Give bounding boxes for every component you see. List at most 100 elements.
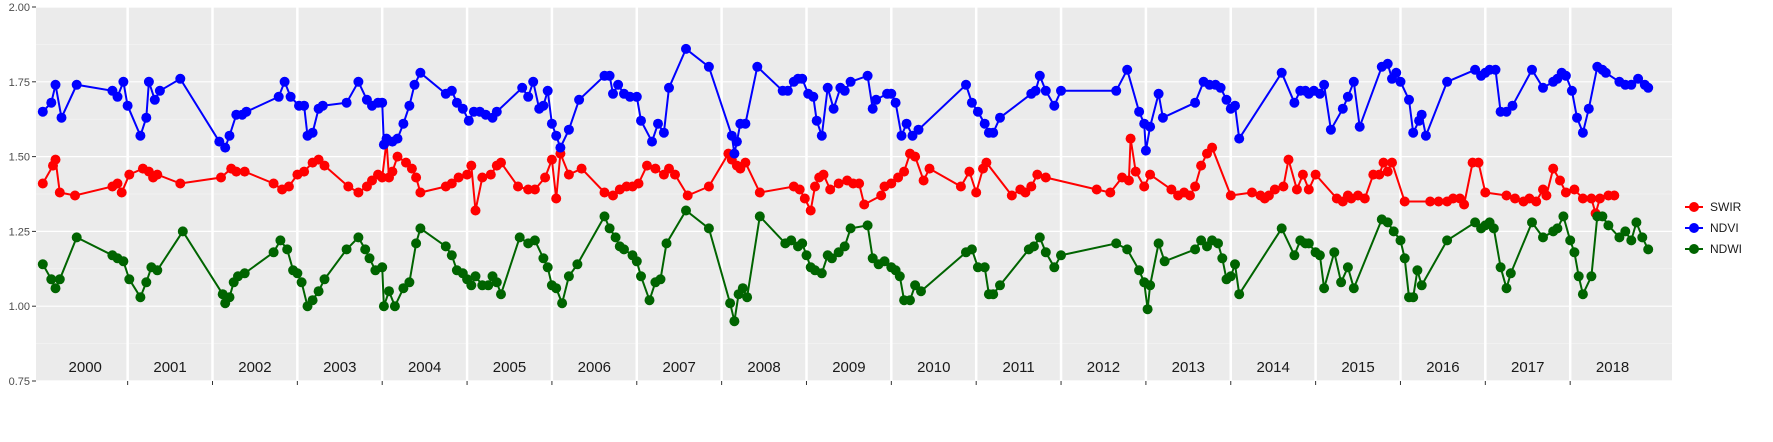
- year-label: 2007: [663, 359, 696, 376]
- ndwi-point: [404, 277, 415, 288]
- ndwi-point: [1142, 304, 1153, 315]
- legend-key-point: [1689, 223, 1699, 233]
- ndvi-point: [341, 97, 352, 108]
- ndvi-point: [1049, 100, 1060, 111]
- ndwi-point: [786, 235, 797, 246]
- ndwi-point: [604, 223, 615, 234]
- ndvi-point: [608, 88, 618, 99]
- swir-point: [446, 178, 457, 189]
- ndvi-point: [1289, 97, 1300, 108]
- ndvi-point: [563, 124, 574, 135]
- ndvi-point: [377, 97, 388, 108]
- year-label: 2018: [1596, 359, 1629, 376]
- ndvi-point: [703, 61, 714, 72]
- swir-point: [1105, 187, 1116, 198]
- year-label: 2000: [69, 359, 102, 376]
- swir-point: [1459, 199, 1470, 210]
- ndwi-point: [529, 235, 540, 246]
- ndvi-point: [1190, 97, 1201, 108]
- ndwi-point: [816, 268, 827, 279]
- ndvi-point: [1507, 100, 1518, 111]
- swir-point: [1569, 184, 1580, 195]
- ndwi-point: [446, 250, 457, 261]
- swir-point: [1541, 190, 1552, 201]
- swir-point: [799, 193, 810, 204]
- ndvi-point: [143, 76, 154, 87]
- swir-point: [1555, 175, 1565, 186]
- ndwi-point: [655, 274, 666, 285]
- ndwi-point: [275, 235, 286, 246]
- ndwi-point: [491, 277, 502, 288]
- swir-point: [1297, 169, 1308, 180]
- swir-point: [1006, 190, 1017, 201]
- swir-point: [833, 178, 844, 189]
- ndwi-point: [496, 289, 506, 300]
- swir-point: [1196, 160, 1207, 171]
- ndvi-line: [42, 47, 1649, 154]
- ndvi-point: [839, 85, 850, 96]
- ndwi-point: [1569, 247, 1580, 258]
- year-label: 2017: [1511, 359, 1544, 376]
- ndwi-point: [845, 223, 856, 234]
- ndwi-point: [1637, 232, 1648, 243]
- ndvi-point: [1122, 64, 1133, 75]
- ndvi-point: [1221, 94, 1232, 105]
- ndvi-point: [1404, 94, 1414, 105]
- ndwi-point: [1153, 238, 1164, 249]
- ndwi-point: [1028, 241, 1039, 252]
- ndwi-point: [1412, 265, 1423, 276]
- swir-point: [1510, 193, 1520, 204]
- ndwi-point: [1314, 250, 1325, 261]
- ndvi-point: [782, 85, 793, 96]
- ndvi-point: [681, 43, 691, 54]
- ndwi-point: [470, 271, 481, 282]
- series-swir: [37, 133, 1620, 219]
- ndwi-point: [1190, 244, 1201, 255]
- year-label: 2004: [408, 359, 441, 376]
- ndwi-point: [619, 244, 629, 255]
- swir-point: [152, 169, 163, 180]
- ndvi-point: [1395, 76, 1406, 87]
- ndwi-point: [1577, 289, 1588, 300]
- year-label: 2013: [1172, 359, 1205, 376]
- ndvi-point: [972, 106, 983, 117]
- ndvi-point: [1234, 133, 1245, 144]
- ndvi-point: [141, 112, 152, 123]
- swir-point: [964, 166, 975, 177]
- y-axis: 0.75 1.00 1.25 1.50 1.75 2.00: [9, 2, 36, 388]
- swir-point: [1399, 196, 1410, 207]
- swir-point: [470, 205, 481, 216]
- ndvi-point: [71, 79, 82, 90]
- swir-point: [1382, 166, 1393, 177]
- year-label: 2003: [323, 359, 356, 376]
- ndwi-point: [71, 232, 82, 243]
- ndvi-point: [220, 142, 231, 153]
- ndwi-point: [1213, 238, 1223, 249]
- y-tick-label: 1.00: [9, 301, 30, 313]
- ndwi-point: [378, 301, 389, 312]
- year-label: 2005: [493, 359, 526, 376]
- swir-point: [794, 184, 805, 195]
- ndvi-point: [392, 133, 403, 144]
- ndvi-point: [1040, 85, 1051, 96]
- ndvi-point: [664, 82, 674, 93]
- ndvi-point: [112, 91, 123, 102]
- ndvi-point: [122, 100, 133, 111]
- ndvi-point: [979, 118, 990, 129]
- swir-point: [1425, 196, 1436, 207]
- swir-point: [1190, 181, 1201, 192]
- ndvi-point: [995, 112, 1005, 123]
- ndvi-point: [1342, 91, 1353, 102]
- ndwi-point: [1603, 220, 1614, 231]
- ndwi-point: [224, 292, 235, 303]
- swir-point: [1586, 193, 1597, 204]
- ndvi-point: [1153, 88, 1164, 99]
- swir-point: [1185, 190, 1195, 201]
- ndvi-point: [828, 103, 839, 114]
- ndvi-point: [523, 91, 534, 102]
- ndwi-point: [1289, 250, 1300, 261]
- ndwi-point: [966, 244, 977, 255]
- ndvi-point: [1337, 103, 1348, 114]
- ndvi-point: [896, 130, 907, 141]
- ndwi-point: [542, 262, 553, 273]
